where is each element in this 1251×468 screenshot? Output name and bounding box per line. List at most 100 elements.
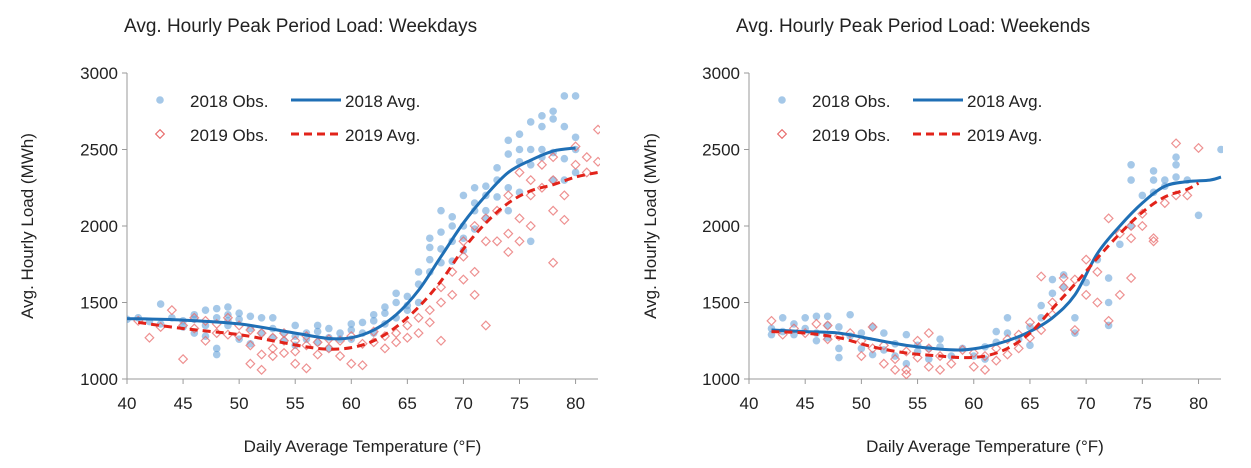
series-2018-avg	[771, 175, 1222, 352]
x-tick-label: 65	[398, 394, 417, 413]
series-2018-avg	[127, 146, 576, 341]
legend-marker	[154, 128, 166, 140]
data-point	[514, 213, 525, 224]
data-point	[968, 347, 979, 359]
x-tick-label: 40	[118, 394, 137, 413]
data-point	[1069, 324, 1081, 336]
data-point	[891, 352, 899, 360]
data-point	[835, 353, 843, 362]
y-tick-label: 2000	[80, 217, 118, 236]
data-point	[491, 236, 503, 247]
data-point	[571, 168, 580, 177]
y-tick-label: 1500	[702, 294, 740, 313]
legend-item: 2019 Obs.	[776, 126, 890, 145]
data-point	[560, 176, 569, 184]
x-tick-label: 60	[342, 394, 361, 413]
data-point	[504, 150, 513, 158]
data-point	[526, 145, 535, 154]
data-point	[525, 174, 536, 186]
data-point	[868, 350, 877, 359]
data-point	[1159, 197, 1170, 209]
data-point	[313, 321, 322, 330]
data-point	[1161, 176, 1169, 184]
data-point	[515, 145, 524, 154]
data-point	[325, 324, 333, 333]
data-point	[912, 352, 923, 363]
data-point	[901, 364, 912, 375]
y-tick-label: 2000	[702, 217, 740, 236]
data-point	[447, 289, 458, 300]
data-point	[1194, 211, 1203, 220]
data-point	[267, 343, 278, 354]
data-point	[402, 320, 413, 331]
x-tick-label: 80	[566, 394, 585, 413]
x-tick-label: 70	[454, 394, 473, 413]
data-point	[267, 350, 278, 362]
data-point	[844, 327, 856, 339]
data-point	[424, 317, 435, 328]
data-point	[581, 152, 592, 163]
data-point	[889, 353, 901, 365]
data-point	[504, 206, 513, 215]
data-point	[901, 346, 912, 357]
data-point	[212, 314, 221, 322]
data-point	[379, 343, 391, 354]
series-line	[771, 181, 1200, 360]
data-point	[144, 332, 155, 343]
data-point	[224, 310, 232, 319]
y-axis-title: Avg. Hourly Load (MWh)	[18, 133, 37, 319]
data-point	[811, 318, 822, 330]
series-line	[138, 170, 599, 351]
data-point	[1071, 329, 1079, 337]
data-point	[425, 234, 434, 243]
data-point	[212, 350, 221, 359]
data-point	[1125, 272, 1137, 284]
data-point	[336, 329, 344, 337]
data-point	[1048, 289, 1057, 298]
x-tick-label: 80	[1189, 394, 1208, 413]
data-point	[392, 289, 400, 298]
data-point	[246, 312, 255, 321]
chart-panel-1: Avg. Hourly Peak Period Load: Weekdays 10…	[18, 16, 600, 456]
data-point	[1193, 142, 1204, 154]
series-2019-avg	[138, 170, 599, 351]
x-tick-label: 75	[510, 394, 529, 413]
x-tick-label: 45	[796, 394, 815, 413]
data-point	[381, 303, 389, 311]
data-point	[347, 326, 356, 334]
data-point	[968, 361, 979, 372]
data-point	[1103, 213, 1114, 224]
data-point	[1125, 220, 1137, 232]
data-point	[1059, 271, 1068, 279]
data-point	[256, 364, 267, 375]
data-point	[1149, 167, 1158, 175]
data-point	[437, 245, 445, 253]
data-point	[200, 315, 211, 327]
legend-marker	[156, 96, 164, 104]
legend-item: 2018 Obs.	[156, 92, 268, 111]
series-2019-obs	[766, 138, 1204, 379]
data-point	[425, 255, 434, 264]
x-tick-label: 50	[852, 394, 871, 413]
data-point	[1172, 161, 1180, 169]
x-tick-label: 60	[964, 394, 983, 413]
data-point	[346, 358, 357, 369]
data-point	[480, 236, 492, 247]
data-point	[1182, 190, 1193, 201]
data-point	[822, 320, 833, 331]
y-tick-label: 1000	[702, 370, 740, 389]
data-point	[156, 300, 165, 308]
data-point	[570, 159, 581, 170]
data-point	[334, 350, 346, 362]
data-point	[1003, 329, 1012, 337]
data-point	[235, 335, 243, 344]
data-point	[1013, 343, 1024, 354]
data-point	[469, 220, 480, 232]
data-point	[437, 206, 445, 215]
data-point	[1059, 283, 1068, 292]
data-point	[369, 317, 378, 325]
data-point	[547, 257, 559, 268]
data-point	[212, 304, 221, 313]
data-point	[934, 350, 946, 362]
data-point	[857, 344, 866, 353]
